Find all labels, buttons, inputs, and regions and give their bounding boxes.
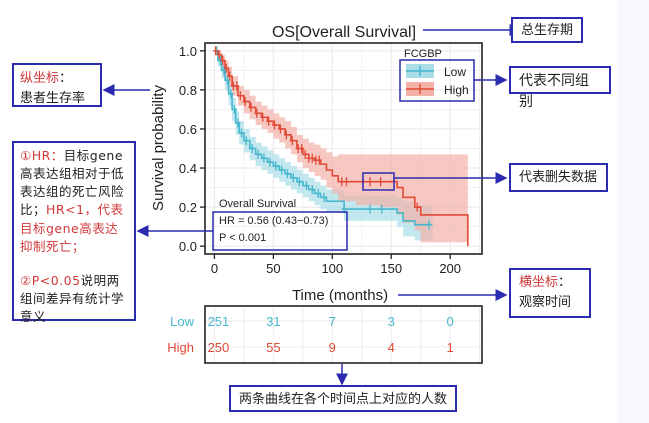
risk-count-low: 3 — [388, 314, 395, 329]
censor-note-text: 代表删失数据 — [519, 170, 598, 185]
legend-title: FCGBP — [404, 48, 442, 60]
p-note-text: 说明两组间差异有统计学意义 — [20, 272, 125, 324]
y-tick-label: 0.2 — [179, 200, 197, 215]
risk-count-high: 4 — [388, 340, 395, 355]
x-tick-label: 150 — [380, 261, 402, 276]
plot-frame — [204, 42, 483, 255]
x-tick-label: 0 — [211, 261, 218, 276]
risk-count-low: 251 — [208, 314, 230, 329]
risk-table-note-text: 两条曲线在各个时间点上对应的人数 — [239, 392, 448, 407]
p-note-prefix: ②P<0.05 — [20, 272, 81, 288]
legend-item-high: High — [406, 82, 469, 97]
background-panel — [618, 0, 649, 423]
hr-note-prefix: ①HR： — [20, 148, 64, 163]
hr-note-red: HR<1，代表目标gene高表达抑制死亡； — [20, 202, 124, 254]
x-tick-label: 200 — [439, 261, 461, 276]
survival-curve-high — [214, 50, 469, 247]
ci-band-high — [214, 50, 468, 243]
x-tick-label: 100 — [321, 261, 343, 276]
x-axis-note: 横坐标： 观察时间 — [509, 268, 591, 318]
y-tick-label: 0.0 — [179, 239, 197, 254]
y-tick-label: 0.6 — [179, 122, 197, 137]
x-axis-note-label: 横坐标 — [519, 275, 559, 290]
y-axis-note-text: 患者生存率 — [20, 90, 86, 106]
y-axis-note-label: 纵坐标 — [20, 71, 60, 86]
risk-count-high: 1 — [447, 340, 454, 355]
chart-title: OS[Overall Survival] — [272, 24, 416, 41]
annotation-p: P < 0.001 — [219, 232, 266, 244]
risk-row-label-low: Low — [170, 314, 194, 329]
censor-note: 代表删失数据 — [509, 163, 608, 192]
y-tick-label: 0.8 — [179, 83, 197, 98]
x-axis-note-colon: ： — [558, 275, 572, 290]
hr-note: ①HR：目标gene高表达组相对于低表达组的死亡风险比；HR<1，代表目标gen… — [12, 141, 136, 324]
risk-table-note: 两条曲线在各个时间点上对应的人数 — [229, 385, 457, 412]
x-axis-note-text: 观察时间 — [519, 294, 572, 310]
hr-note-text: 目标gene高表达组相对于低表达组的死亡风险比； — [20, 148, 125, 218]
risk-count-high: 250 — [208, 340, 230, 355]
title-note-text: 总生存期 — [521, 23, 574, 38]
risk-row-label-high: High — [167, 340, 194, 355]
legend-note-text: 代表不同组别 — [519, 73, 589, 110]
legend-note: 代表不同组别 — [509, 66, 611, 110]
x-tick-label: 50 — [266, 261, 280, 276]
y-axis-label: Survival probability — [150, 85, 167, 211]
risk-count-low: 7 — [329, 314, 336, 329]
legend-item-low: Low — [406, 64, 466, 79]
legend-label-low: Low — [444, 65, 466, 79]
x-axis-label: Time (months) — [292, 287, 388, 304]
annotation-title: Overall Survival — [219, 198, 296, 210]
risk-count-high: 55 — [266, 340, 280, 355]
y-axis-note-colon: ： — [59, 71, 73, 86]
risk-table-frame — [204, 305, 483, 364]
y-tick-label: 0.4 — [179, 161, 197, 176]
censor-highlight-box — [362, 172, 395, 191]
risk-count-high: 9 — [329, 340, 336, 355]
annotation-hr: HR = 0.56 (0.43−0.73) — [219, 215, 328, 227]
risk-table-background — [205, 306, 482, 363]
title-note: 总生存期 — [511, 17, 583, 43]
survival-curve-low — [214, 50, 433, 226]
risk-count-low: 31 — [266, 314, 280, 329]
y-tick-label: 1.0 — [179, 44, 197, 59]
y-axis-note: 纵坐标： 患者生存率 — [12, 63, 102, 107]
legend-label-high: High — [444, 83, 469, 97]
risk-count-low: 0 — [447, 314, 454, 329]
